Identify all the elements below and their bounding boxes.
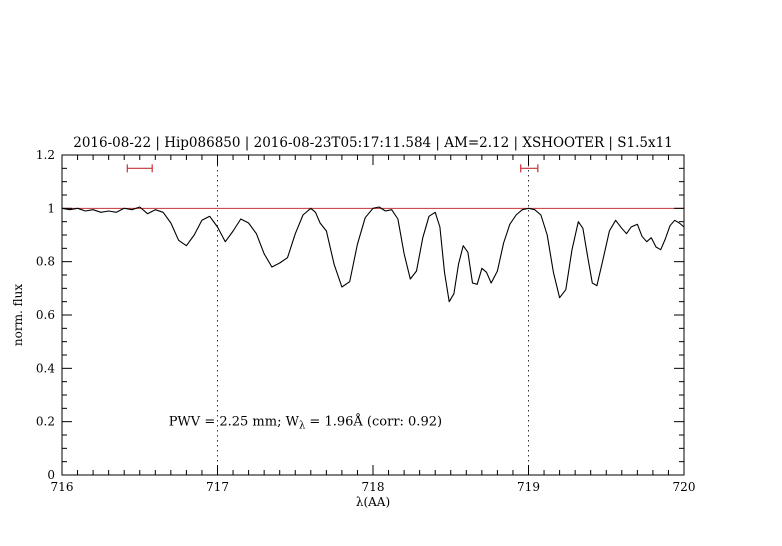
x-tick-label: 719: [517, 480, 540, 494]
plot-title: 2016-08-22 | Hip086850 | 2016-08-23T05:1…: [73, 135, 673, 151]
y-axis-label: norm. flux: [11, 284, 25, 346]
x-axis-label: λ(AA): [356, 495, 390, 509]
y-tick-label: 0.8: [36, 255, 55, 269]
y-tick-label: 1: [47, 201, 55, 215]
y-tick-label: 0.2: [36, 415, 55, 429]
spectrum-line: [61, 206, 685, 303]
x-tick-label: 717: [206, 480, 229, 494]
plot-area: 716 717 718 719 720 0 0.2 0.4 0.6 0.8 1 1.2: [36, 148, 696, 494]
pwv-annotation-sub: λ: [299, 421, 306, 432]
pwv-annotation: PWV = 2.25 mm; Wλ = 1.96Å (corr: 0.92): [140, 414, 463, 432]
y-tick-label: 0.6: [36, 308, 55, 322]
y-tick-label: 1.2: [36, 148, 55, 162]
pwv-annotation-pre: PWV = 2.25 mm; W: [169, 415, 300, 430]
y-tick-label: 0: [47, 468, 55, 482]
y-tick-label: 0.4: [36, 361, 55, 375]
range-marker: [126, 164, 153, 173]
x-tick-label: 720: [673, 480, 696, 494]
range-marker: [520, 164, 539, 173]
x-tick-label: 718: [362, 480, 385, 494]
pwv-annotation-post: = 1.96Å (corr: 0.92): [305, 414, 442, 430]
x-tick-label: 716: [51, 480, 74, 494]
